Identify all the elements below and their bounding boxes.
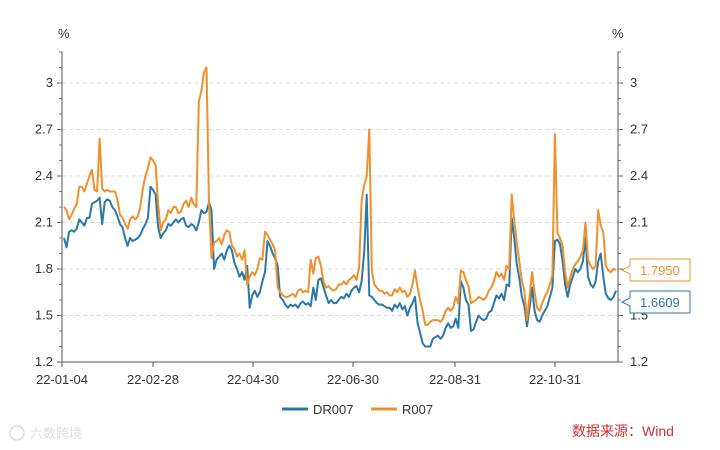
callout-r007-value: 1.7950 [640, 263, 680, 278]
callout-r007-box [620, 258, 691, 282]
watermark-text: 六数跨境 [30, 426, 82, 441]
watermark: 六数跨境 [9, 425, 82, 441]
right-y-tick-label: 1.2 [630, 354, 648, 369]
left-y-tick-label: 1.8 [35, 261, 53, 276]
left-axis-unit: % [58, 26, 70, 41]
x-tick-label: 22-08-31 [429, 372, 481, 387]
right-axis-unit: % [612, 26, 624, 41]
left-y-tick-label: 2.7 [35, 122, 53, 137]
x-tick-label: 22-04-30 [227, 372, 279, 387]
series-line-r007 [63, 66, 617, 326]
callout-dr007: 1.6609 [620, 290, 691, 314]
left-y-tick-label: 2.1 [35, 215, 53, 230]
series-line-dr007 [63, 185, 617, 348]
right-y-tick-label: 2.1 [630, 215, 648, 230]
legend-item-dr007[interactable]: DR007 [282, 402, 353, 417]
callout-dr007-box [620, 290, 691, 314]
watermark-logo-icon [9, 425, 25, 441]
x-tick-label: 22-10-31 [529, 372, 581, 387]
left-y-tick-labels: 1.2 1.5 1.8 2.1 2.4 2.7 3 [35, 75, 53, 369]
right-y-tick-label: 2.7 [630, 122, 648, 137]
left-y-tick-label: 1.5 [35, 308, 53, 323]
left-y-tick-label: 3 [46, 75, 53, 90]
left-y-tick-label: 2.4 [35, 168, 53, 183]
left-y-tick-label: 1.2 [35, 354, 53, 369]
right-y-tick-label: 2.4 [630, 168, 648, 183]
x-tick-label: 22-02-28 [127, 372, 179, 387]
x-tick-labels: 22-01-04 22-02-28 22-04-30 22-06-30 22-08-31… [36, 372, 581, 387]
right-y-tick-labels: 1.21.51.82.12.42.73 [630, 75, 648, 369]
x-tick-label: 22-06-30 [327, 372, 379, 387]
callout-dr007-value: 1.6609 [640, 295, 680, 310]
callout-r007: 1.7950 [620, 258, 691, 282]
right-y-tick-label: 3 [630, 75, 637, 90]
legend-label-r007: R007 [402, 402, 433, 417]
series-lines [63, 66, 617, 348]
legend-label-dr007: DR007 [313, 402, 353, 417]
x-tick-label: 22-01-04 [36, 372, 88, 387]
legend-item-r007[interactable]: R007 [371, 402, 433, 417]
data-source-note: 数据来源：Wind [572, 423, 674, 439]
legend: DR007 R007 [282, 402, 433, 417]
